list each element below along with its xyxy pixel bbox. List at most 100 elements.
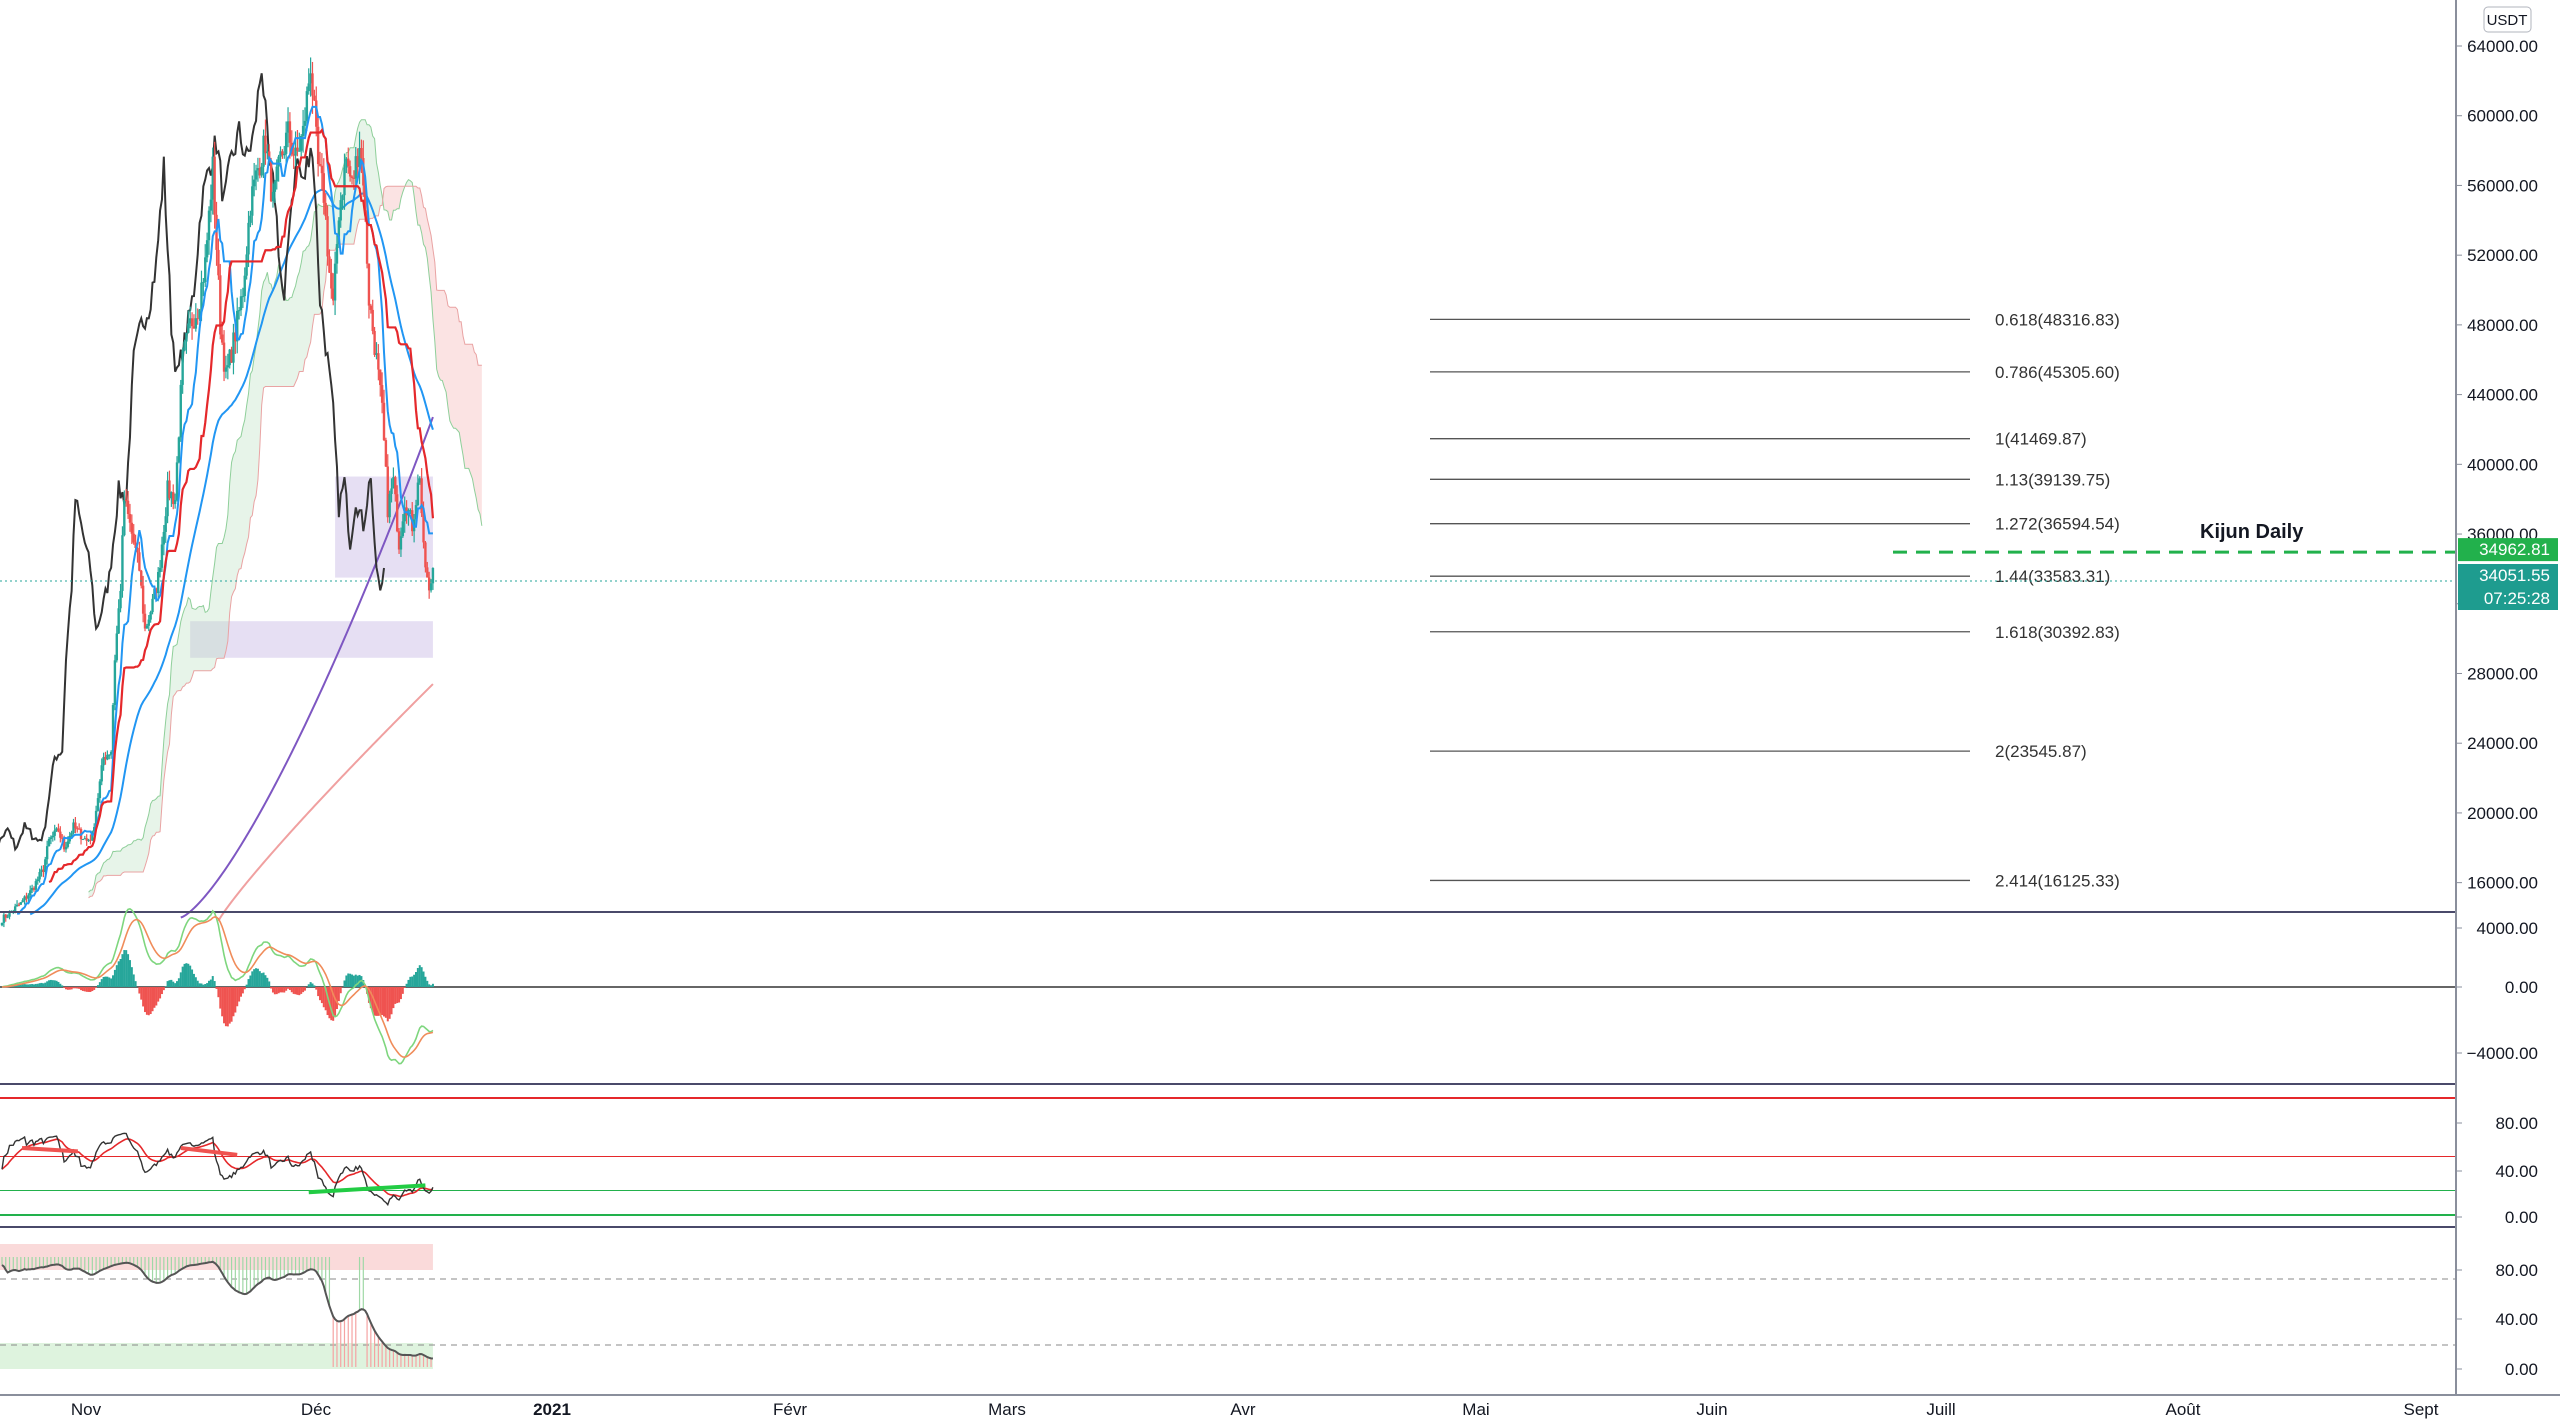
candle-body [369,305,373,310]
candle-body [190,318,194,327]
price-axis[interactable]: USDT 64000.00 60000.00 56000.00 52000.00 480… [2455,0,2560,1395]
candle-3 [6,914,9,919]
candle-body [179,384,182,438]
candle-body [119,590,122,609]
candle-136 [256,157,260,182]
candle-68 [128,503,132,532]
candle-118 [222,330,226,382]
candle-body [275,166,278,182]
candle-19 [36,876,39,885]
candle-body [337,220,341,245]
candle-body [59,831,62,838]
candle-body [348,166,352,177]
fib-level-label-3: 1.13(39139.75) [1995,470,2110,489]
candle-body [85,838,88,841]
candle-body [61,837,64,839]
candle-105 [198,308,201,321]
candle-108 [204,244,207,287]
candle-body [94,810,98,828]
candle-body [87,839,90,841]
candle-76 [143,604,147,632]
time-label-8: Juill [1926,1400,1955,1419]
candle-53 [100,758,103,786]
candle-body [300,135,303,151]
candle-141 [266,144,269,160]
candle-0 [0,922,4,927]
candle-body [130,522,134,534]
candle-body [23,896,26,901]
candle-47 [89,834,92,845]
rsi-pane[interactable] [0,1097,2455,1216]
stoch-oversold-band [0,1343,433,1369]
candle-body [350,176,354,178]
candle-197 [371,299,374,335]
candle-126 [237,306,241,320]
candle-169 [318,151,322,167]
candle-body [162,531,166,545]
time-label-5: Avr [1230,1400,1256,1419]
candle-210 [395,485,399,533]
macd-pane[interactable] [0,907,2455,1065]
candle-body [173,500,177,505]
fib-level-label-4: 1.272(36594.54) [1995,515,2120,534]
kijun-daily-label: Kijun Daily [2200,521,2304,543]
candle-body [345,158,348,168]
candle-body [318,164,322,166]
candle-body [298,150,301,152]
candle-body [81,839,85,841]
candle-body [316,126,320,165]
candle-body [25,896,28,899]
candle-43 [81,839,85,841]
candle-158 [298,132,301,152]
candle-75 [141,575,145,623]
price-tag-2: 07:25:28 [2484,589,2550,608]
candle-213 [401,514,405,538]
macd-line [1,907,434,1065]
stoch-tick-label-0: 80.00 [2495,1261,2538,1280]
rsi-tick-label-2: 0.00 [2505,1208,2538,1227]
candle-body [19,902,23,905]
candle-body [170,492,173,499]
candle-21 [40,865,43,877]
candle-body [113,660,117,706]
candle-1 [2,911,6,928]
time-axis[interactable]: Nov Déc 2021 Févr Mars Avr Mai Juin Juill Août Sep… [0,1394,2560,1423]
rsi-divergence-1 [21,1146,78,1154]
candle-body [183,341,186,351]
time-label-3: Févr [773,1400,807,1419]
candle-body [273,181,277,192]
stoch-pane[interactable] [0,1244,2455,1369]
candle-109 [205,232,209,263]
candle-body [166,480,169,517]
candle-225 [424,540,427,573]
candle-body [74,822,77,829]
candle-body [352,177,356,179]
candle-132 [249,210,252,228]
candle-22 [42,865,45,878]
candle-body [395,494,399,532]
candle-body [15,904,19,907]
candle-body [0,922,4,926]
candle-body [219,275,222,335]
time-label-4: Mars [988,1400,1026,1419]
candle-64 [121,526,124,598]
chikou-span-line [0,73,385,852]
main-pane[interactable]: 0.618(48316.83) 0.786(45305.60) 1(41469.87… [0,57,2455,928]
rsi-divergence-2 [180,1146,238,1157]
candle-166 [313,89,316,102]
candle-body [109,751,113,755]
candle-body [268,151,271,161]
candle-body [38,872,41,880]
candle-113 [213,141,216,229]
candle-178 [335,234,339,274]
candle-body [377,353,380,370]
candle-body [341,195,344,201]
candle-41 [77,823,81,830]
price-tick-label-12: 16000.00 [2467,874,2538,893]
candle-89 [168,470,171,501]
candle-body [158,567,162,573]
candle-body [343,167,346,196]
candle-body [53,830,56,836]
candle-60 [113,654,117,711]
